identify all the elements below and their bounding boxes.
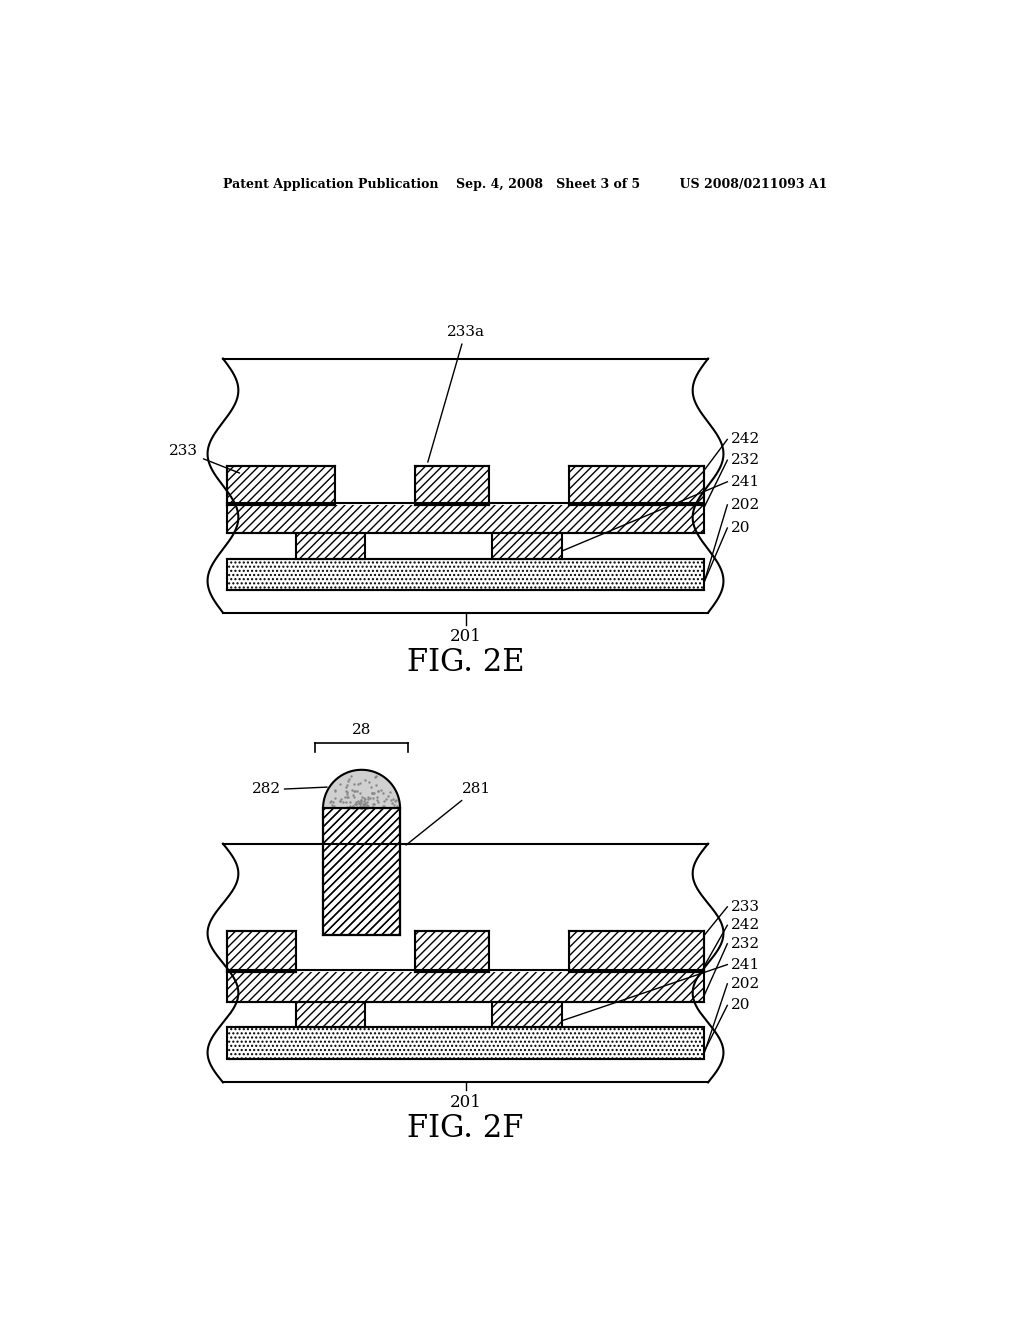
- Text: 242: 242: [731, 433, 761, 446]
- Text: 242: 242: [731, 919, 761, 932]
- Bar: [223, 843, 708, 1082]
- Bar: [493, 999, 562, 1027]
- Bar: [569, 932, 705, 973]
- Text: Patent Application Publication    Sep. 4, 2008   Sheet 3 of 5         US 2008/02: Patent Application Publication Sep. 4, 2…: [222, 178, 827, 190]
- Text: 281: 281: [407, 781, 490, 845]
- Text: 20: 20: [731, 998, 751, 1012]
- Text: 241: 241: [731, 957, 761, 972]
- Text: 202: 202: [731, 498, 761, 512]
- Bar: [226, 503, 705, 533]
- Text: 233: 233: [169, 444, 240, 473]
- Text: 282: 282: [252, 781, 281, 796]
- Bar: [226, 1027, 705, 1059]
- Bar: [296, 532, 366, 558]
- Bar: [416, 932, 488, 973]
- Text: FIG. 2E: FIG. 2E: [407, 647, 524, 678]
- Text: 233: 233: [731, 900, 760, 913]
- Bar: [226, 558, 705, 590]
- Bar: [323, 808, 400, 936]
- Text: 28: 28: [352, 722, 372, 737]
- Text: 232: 232: [731, 937, 760, 950]
- Text: 233a: 233a: [428, 325, 484, 462]
- Text: 201: 201: [450, 1094, 481, 1111]
- Text: FIG. 2F: FIG. 2F: [408, 1113, 523, 1144]
- Bar: [223, 359, 708, 612]
- Text: 202: 202: [731, 977, 761, 991]
- Bar: [296, 932, 416, 973]
- Bar: [488, 932, 569, 973]
- Text: 232: 232: [731, 453, 760, 467]
- Polygon shape: [323, 770, 400, 808]
- Bar: [226, 932, 296, 973]
- Bar: [226, 466, 335, 506]
- Bar: [493, 532, 562, 558]
- Text: 201: 201: [450, 628, 481, 645]
- Bar: [323, 808, 400, 936]
- Bar: [569, 466, 705, 506]
- Bar: [226, 970, 705, 1002]
- Bar: [296, 999, 366, 1027]
- Bar: [335, 466, 416, 506]
- Bar: [416, 466, 488, 506]
- Text: 20: 20: [731, 521, 751, 535]
- Bar: [488, 466, 569, 506]
- Text: 241: 241: [731, 475, 761, 488]
